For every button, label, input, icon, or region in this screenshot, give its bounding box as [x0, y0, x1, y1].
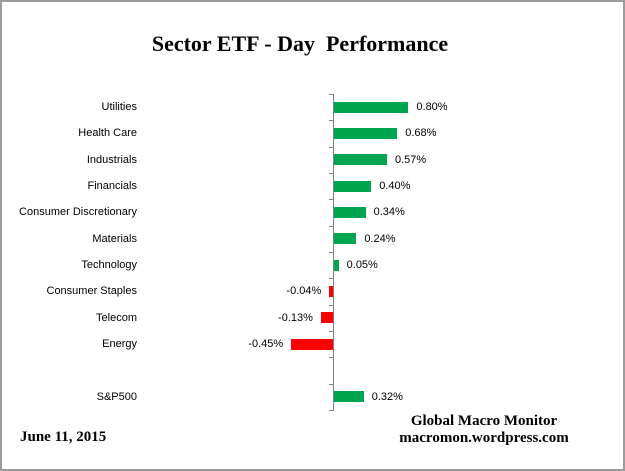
axis-tick: [329, 94, 334, 95]
axis-tick: [329, 330, 334, 332]
category-label-industrials: Industrials: [86, 153, 137, 166]
value-label-energy: -0.45%: [248, 338, 284, 351]
value-label-financials: 0.40%: [379, 180, 411, 193]
category-label-s-p500: S&P500: [96, 390, 137, 403]
source-attribution: Global Macro Monitor macromon.wordpress.…: [368, 413, 600, 447]
value-label-telecom: -0.13%: [278, 311, 313, 324]
axis-tick: [329, 357, 334, 359]
value-label-technology: 0.05%: [346, 259, 378, 272]
axis-tick: [329, 172, 334, 174]
category-label-energy: Energy: [102, 338, 137, 351]
axis-tick: [329, 251, 334, 253]
axis-tick: [329, 278, 334, 280]
bar-consumer-discretionary: [334, 206, 366, 218]
bar-materials: [334, 233, 357, 245]
category-label-consumer-discretionary: Consumer Discretionary: [19, 206, 137, 219]
bar-technology: [334, 259, 339, 271]
value-label-consumer-staples: -0.04%: [286, 285, 322, 298]
bar-health-care: [334, 127, 398, 139]
value-label-s-p500: 0.32%: [371, 390, 403, 403]
axis-tick: [329, 304, 334, 306]
axis-tick: [329, 146, 334, 148]
source-name: Global Macro Monitor: [410, 413, 558, 429]
chart-title: Sector ETF - Day Performance: [151, 31, 449, 56]
category-label-telecom: Telecom: [96, 311, 137, 324]
value-label-industrials: 0.57%: [395, 153, 427, 166]
bar-industrials: [334, 154, 387, 166]
value-label-health-care: 0.68%: [405, 127, 437, 140]
value-label-consumer-discretionary: 0.34%: [373, 206, 405, 219]
axis-tick: [329, 199, 334, 201]
bar-energy: [291, 338, 333, 350]
axis-tick: [329, 383, 334, 385]
category-label-financials: Financials: [87, 180, 137, 193]
bar-s-p500: [334, 391, 364, 403]
bar-financials: [334, 180, 372, 192]
category-label-utilities: Utilities: [101, 101, 137, 114]
axis-tick: [329, 225, 334, 227]
value-label-materials: 0.24%: [364, 232, 396, 245]
bar-utilities: [334, 101, 409, 113]
source-url: macromon.wordpress.com: [399, 430, 569, 446]
date-label: June 11, 2015: [20, 429, 107, 445]
axis-tick: [329, 409, 334, 411]
value-label-utilities: 0.80%: [416, 101, 448, 114]
bar-telecom: [320, 312, 333, 324]
category-label-health-care: Health Care: [78, 127, 137, 140]
category-label-materials: Materials: [92, 232, 137, 245]
axis-tick: [329, 120, 334, 122]
category-label-consumer-staples: Consumer Staples: [46, 285, 138, 298]
category-label-technology: Technology: [81, 259, 137, 272]
bar-consumer-staples: [329, 285, 333, 297]
